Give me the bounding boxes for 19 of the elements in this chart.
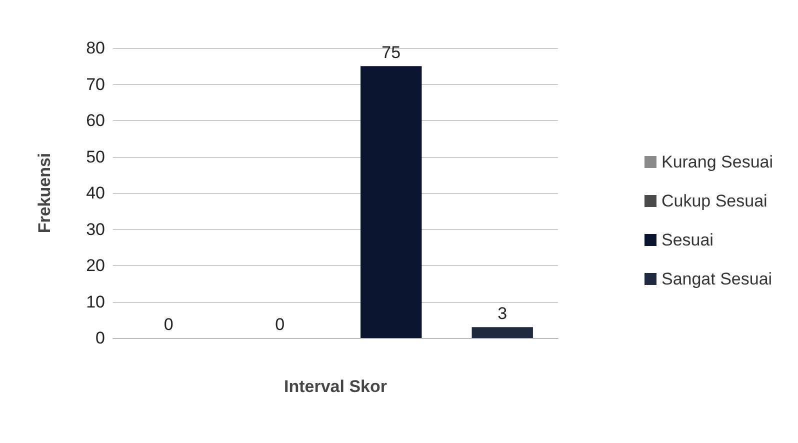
y-axis-title: Frekuensi: [35, 152, 54, 234]
y-tick-label: 0: [96, 328, 105, 348]
y-tick-label: 40: [86, 184, 105, 202]
y-tick-label: 20: [86, 256, 105, 275]
data-label: 75: [382, 43, 401, 62]
legend-label: Cukup Sesuai: [661, 192, 768, 210]
y-tick-label: 10: [86, 292, 105, 312]
y-tick-label: 80: [86, 38, 105, 58]
y-tick-label: 50: [86, 147, 105, 166]
legend-label: Sangat Sesuai: [661, 270, 772, 288]
y-tick-label: 30: [86, 220, 105, 239]
y-tick-label: 60: [86, 111, 105, 130]
data-label: 0: [275, 315, 285, 334]
x-axis-title: Interval Skor: [284, 377, 388, 396]
data-label: 3: [498, 304, 508, 324]
legend-label: Kurang Sesuai: [661, 152, 774, 172]
y-tick-label: 70: [86, 74, 105, 94]
legend-label: Sesuai: [661, 230, 714, 250]
data-label: 0: [164, 315, 174, 334]
